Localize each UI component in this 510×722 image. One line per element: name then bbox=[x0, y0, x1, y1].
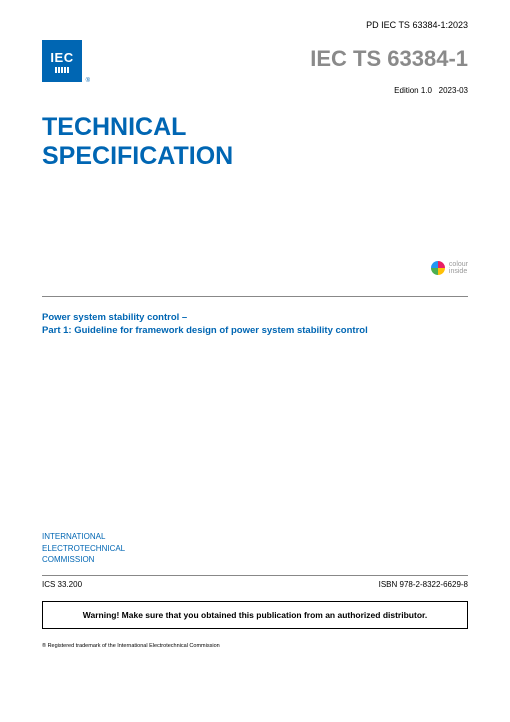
registered-mark-icon: ® bbox=[86, 78, 90, 84]
colour-wheel-icon bbox=[431, 261, 445, 275]
document-title: TECHNICAL SPECIFICATION bbox=[42, 113, 468, 171]
trademark-notice: ® Registered trademark of the Internatio… bbox=[42, 643, 468, 649]
isbn-code: ISBN 978-2-8322-6629-8 bbox=[379, 580, 468, 589]
subject-line-1: Power system stability control – bbox=[42, 311, 468, 324]
iec-logo-bars-icon bbox=[55, 67, 69, 73]
edition-date: 2023-03 bbox=[439, 86, 468, 95]
logo-row: IEC ® IEC TS 63384-1 bbox=[42, 40, 468, 82]
colour-inside-text: colour inside bbox=[449, 261, 468, 276]
org-line-3: COMMISSION bbox=[42, 554, 468, 565]
org-line-1: INTERNATIONAL bbox=[42, 531, 468, 542]
org-line-2: ELECTROTECHNICAL bbox=[42, 543, 468, 554]
colour-inside-badge: colour inside bbox=[42, 261, 468, 276]
document-number: IEC TS 63384-1 bbox=[310, 46, 468, 72]
ics-code: ICS 33.200 bbox=[42, 580, 82, 589]
edition-label: Edition 1.0 bbox=[394, 86, 432, 95]
organization-block: INTERNATIONAL ELECTROTECHNICAL COMMISSIO… bbox=[42, 531, 468, 565]
divider-line bbox=[42, 296, 468, 297]
iec-logo-text: IEC bbox=[50, 50, 73, 65]
title-line-2: SPECIFICATION bbox=[42, 142, 468, 171]
warning-box: Warning! Make sure that you obtained thi… bbox=[42, 601, 468, 629]
edition-row: Edition 1.0 2023-03 bbox=[42, 86, 468, 95]
header-reference: PD IEC TS 63384-1:2023 bbox=[42, 20, 468, 30]
subject-line-2: Part 1: Guideline for framework design o… bbox=[42, 324, 468, 337]
doc-number-block: IEC TS 63384-1 bbox=[310, 40, 468, 72]
subject-block: Power system stability control – Part 1:… bbox=[42, 311, 468, 338]
title-line-1: TECHNICAL bbox=[42, 113, 468, 142]
iec-logo: IEC ® bbox=[42, 40, 82, 82]
ics-isbn-row: ICS 33.200 ISBN 978-2-8322-6629-8 bbox=[42, 575, 468, 589]
